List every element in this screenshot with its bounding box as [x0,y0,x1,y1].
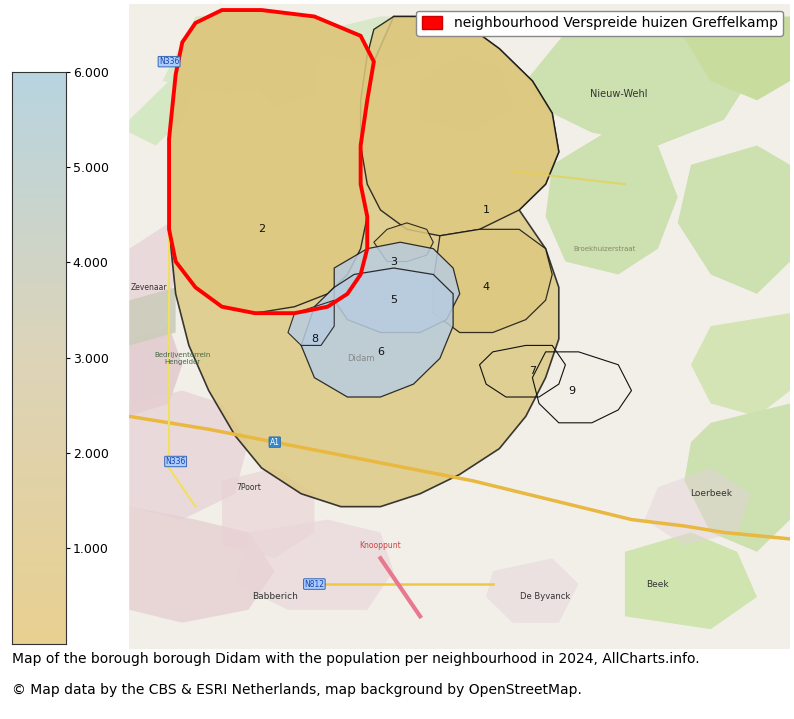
Polygon shape [671,17,790,101]
Polygon shape [288,301,334,345]
Legend: neighbourhood Verspreide huizen Greffelkamp: neighbourhood Verspreide huizen Greffelk… [416,11,783,36]
Polygon shape [129,390,249,520]
Polygon shape [328,17,420,68]
Polygon shape [526,17,757,145]
Polygon shape [169,10,374,313]
Polygon shape [169,10,559,507]
Text: 1: 1 [483,205,490,215]
Polygon shape [235,520,394,610]
Text: A1: A1 [270,438,279,446]
Text: Broekhuizerstraat: Broekhuizerstraat [574,246,636,252]
Text: Babberich: Babberich [252,592,298,601]
Polygon shape [420,55,513,132]
Text: Bedrijventerrein
Hengelder: Bedrijventerrein Hengelder [154,352,210,365]
Text: Didam: Didam [347,354,375,363]
Polygon shape [374,223,434,262]
Text: Knooppunt: Knooppunt [360,541,401,550]
Polygon shape [301,268,453,397]
Polygon shape [163,10,341,94]
Text: Loerbeek: Loerbeek [690,489,732,498]
Text: N336: N336 [159,57,179,66]
Text: 2: 2 [258,224,265,234]
Text: 4: 4 [483,283,490,293]
Text: N336: N336 [165,457,186,466]
Text: 9: 9 [569,385,576,395]
Polygon shape [129,81,195,145]
Polygon shape [678,145,790,294]
Polygon shape [129,288,175,345]
Text: 7: 7 [529,366,536,376]
Text: De Byvanck: De Byvanck [521,592,571,601]
Polygon shape [334,242,460,332]
Polygon shape [129,223,175,339]
Polygon shape [684,403,790,551]
Text: 7Poort: 7Poort [236,482,260,492]
Polygon shape [434,229,552,332]
Polygon shape [486,558,579,623]
Polygon shape [249,55,314,107]
Text: 3: 3 [390,257,397,267]
Text: 6: 6 [377,347,384,357]
Text: Map of the borough borough Didam with the population per neighbourhood in 2024, : Map of the borough borough Didam with th… [12,652,700,666]
Polygon shape [129,507,275,623]
Text: 5: 5 [390,296,397,306]
Text: Nieuw-Wehl: Nieuw-Wehl [589,89,647,99]
Polygon shape [691,313,790,416]
Text: © Map data by the CBS & ESRI Netherlands, map background by OpenStreetMap.: © Map data by the CBS & ESRI Netherlands… [12,683,582,697]
Text: Beek: Beek [646,580,669,589]
Polygon shape [360,17,559,236]
Polygon shape [129,326,183,416]
Polygon shape [625,533,757,629]
Polygon shape [645,468,750,545]
Text: Zevenaar: Zevenaar [131,283,168,292]
Polygon shape [545,132,678,275]
Text: N812: N812 [304,580,325,589]
Polygon shape [222,468,314,558]
Text: 8: 8 [310,334,318,344]
